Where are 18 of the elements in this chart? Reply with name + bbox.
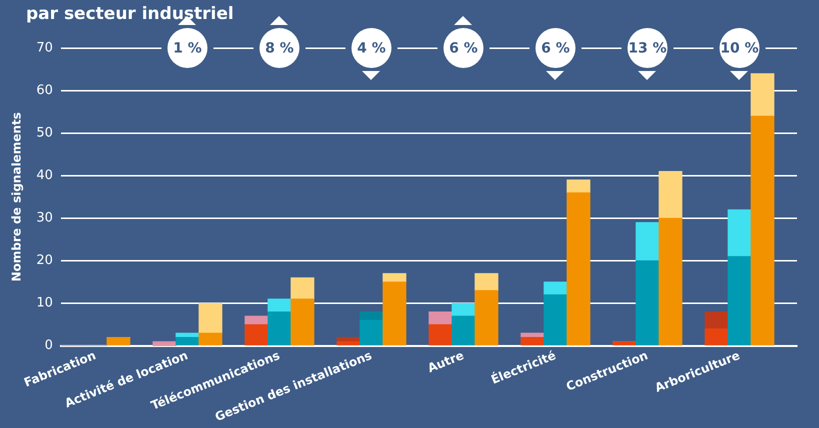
y-tick-label: 0 bbox=[44, 338, 53, 354]
annotation: 8 % bbox=[265, 40, 294, 57]
annotation: 1 % bbox=[173, 40, 202, 57]
y-tick-label: 50 bbox=[36, 125, 53, 140]
y-tick-label: 10 bbox=[36, 296, 53, 311]
y-tick-label: 40 bbox=[36, 168, 53, 184]
y-tick-label: 60 bbox=[36, 82, 53, 98]
y-tick-label: 20 bbox=[36, 253, 53, 268]
annotation: 6 % bbox=[541, 40, 570, 57]
y-tick-label: 70 bbox=[36, 40, 53, 56]
annotation: 4 % bbox=[357, 40, 386, 57]
annotation: 13 % bbox=[628, 40, 667, 57]
annotation: 10 % bbox=[720, 40, 759, 57]
x-tick-label: Autre bbox=[426, 348, 466, 376]
chart-title: par secteur industriel bbox=[26, 4, 234, 24]
y-tick-label: 30 bbox=[36, 210, 53, 226]
annotation: 6 % bbox=[449, 40, 478, 57]
y-axis-title: Nombre de signalements bbox=[9, 112, 24, 282]
